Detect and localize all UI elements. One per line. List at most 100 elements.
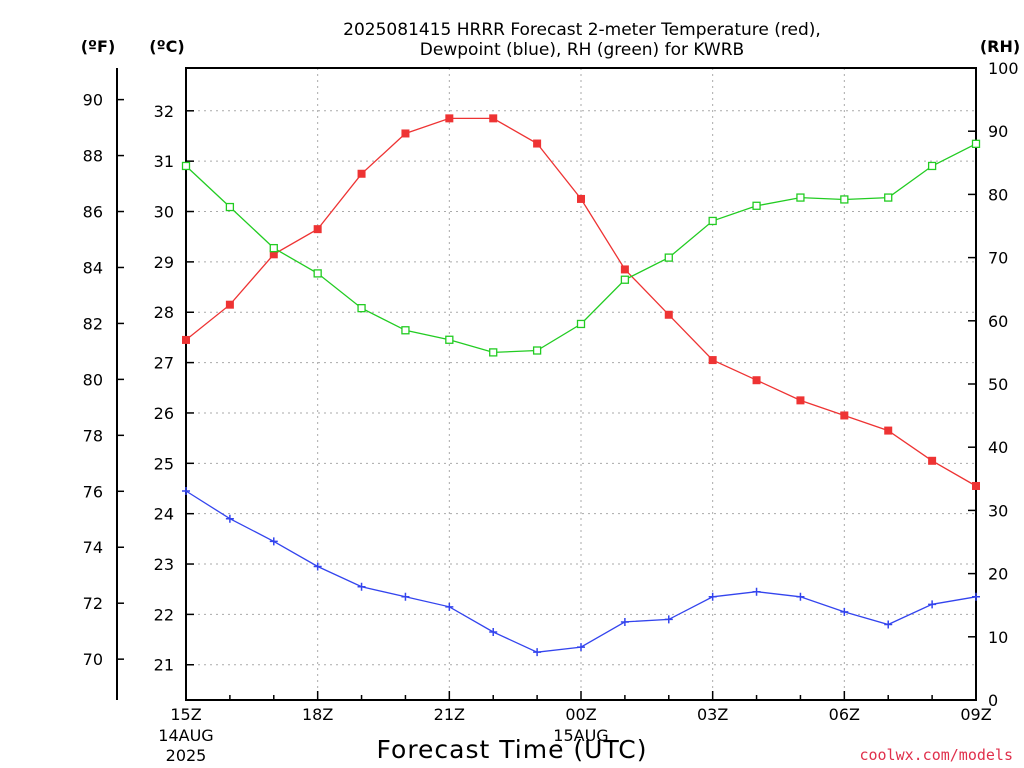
temperature-point xyxy=(664,310,673,319)
celsius-unit-label: (ºC) xyxy=(149,37,184,56)
temperature-point xyxy=(884,426,893,435)
rh-tick-label: 70 xyxy=(988,249,1008,268)
celsius-tick-label: 23 xyxy=(154,555,174,574)
rh-unit-label: (RH) xyxy=(980,37,1020,56)
x-tick-label: 06Z xyxy=(829,705,860,724)
fahrenheit-tick-label: 70 xyxy=(83,650,103,669)
temperature-point xyxy=(796,396,805,405)
dewpoint-point xyxy=(664,615,673,624)
rh-point xyxy=(664,253,673,262)
fahrenheit-tick-label: 88 xyxy=(83,147,103,166)
rh-point xyxy=(708,216,717,226)
temperature-point xyxy=(489,114,498,123)
dewpoint-point xyxy=(489,628,498,637)
chart-title: 2025081415 HRRR Forecast 2-meter Tempera… xyxy=(343,20,821,40)
rh-point xyxy=(796,193,805,202)
dewpoint-point xyxy=(972,592,980,601)
chart-subtitle: Dewpoint (blue), RH (green) for KWRB xyxy=(420,40,744,60)
celsius-tick-label: 21 xyxy=(154,656,174,675)
temperature-point xyxy=(445,114,454,123)
x-year-label: 2025 xyxy=(166,746,207,765)
x-tick-label: 03Z xyxy=(697,705,728,724)
temperature-point xyxy=(752,376,761,385)
x-date-label: 15AUG xyxy=(553,726,608,745)
dewpoint-point xyxy=(752,587,761,596)
rh-point xyxy=(840,195,849,204)
temperature-point xyxy=(313,225,322,234)
fahrenheit-unit-label: (ºF) xyxy=(81,37,116,56)
dewpoint-point xyxy=(620,617,629,626)
rh-tick-label: 90 xyxy=(988,122,1008,141)
fahrenheit-tick-label: 80 xyxy=(83,370,103,389)
temperature-point xyxy=(533,139,542,148)
rh-tick-label: 100 xyxy=(988,59,1019,78)
rh-point xyxy=(620,275,630,284)
rh-point xyxy=(532,346,542,355)
rh-tick-label: 20 xyxy=(988,565,1008,584)
rh-point xyxy=(357,304,366,313)
dewpoint-point xyxy=(357,582,366,591)
rh-tick-label: 60 xyxy=(988,312,1008,331)
temperature-point xyxy=(401,129,410,138)
fahrenheit-tick-label: 72 xyxy=(83,594,103,613)
dewpoint-point xyxy=(269,537,278,546)
rh-tick-label: 0 xyxy=(988,691,998,710)
celsius-tick-label: 26 xyxy=(154,404,174,423)
temperature-point xyxy=(225,300,234,309)
rh-tick-label: 10 xyxy=(988,628,1008,647)
dewpoint-point xyxy=(928,600,937,609)
dewpoint-point xyxy=(884,620,893,629)
temperature-point xyxy=(972,481,980,490)
axes: 21 22 23 24 25 26 27 28 29 30 31 32 70 72 74 76 78 80 82 84… xyxy=(83,59,1019,765)
temperature-point xyxy=(269,250,278,259)
rh-tick-label: 40 xyxy=(988,438,1008,457)
rh-point xyxy=(927,161,937,171)
x-tick-label: 09Z xyxy=(960,705,991,724)
fahrenheit-tick-label: 84 xyxy=(83,258,103,277)
celsius-tick-label: 30 xyxy=(154,203,174,222)
rh-point xyxy=(884,193,893,202)
dewpoint-point xyxy=(577,643,585,652)
fahrenheit-tick-label: 78 xyxy=(83,426,103,445)
temperature-point xyxy=(620,265,629,274)
rh-point xyxy=(401,326,410,335)
celsius-tick-label: 22 xyxy=(154,605,174,624)
dewpoint-point xyxy=(401,592,410,601)
celsius-tick-label: 31 xyxy=(154,152,174,171)
celsius-tick-label: 29 xyxy=(154,253,174,272)
celsius-tick-label: 32 xyxy=(154,102,174,121)
x-tick-label: 00Z xyxy=(565,705,596,724)
temperature-point xyxy=(182,335,190,344)
rh-tick-label: 80 xyxy=(988,185,1008,204)
dewpoint-point xyxy=(225,514,234,523)
temperature-point xyxy=(357,169,366,178)
dewpoint-point xyxy=(182,487,190,496)
temperature-point xyxy=(708,356,717,365)
rh-point xyxy=(445,335,454,344)
rh-point xyxy=(576,319,586,329)
fahrenheit-tick-label: 86 xyxy=(83,203,103,222)
fahrenheit-tick-label: 74 xyxy=(83,538,103,557)
fahrenheit-tick-label: 76 xyxy=(83,482,103,501)
rh-point xyxy=(181,161,191,171)
dewpoint-point xyxy=(313,562,322,571)
x-tick-label: 21Z xyxy=(434,705,465,724)
dewpoint-point xyxy=(533,648,542,657)
rh-point xyxy=(225,202,235,212)
celsius-tick-label: 27 xyxy=(154,354,174,373)
x-date-label: 14AUG xyxy=(158,726,213,745)
rh-point xyxy=(971,139,981,148)
dewpoint-point xyxy=(796,592,805,601)
dewpoint-point xyxy=(840,607,849,616)
celsius-tick-label: 24 xyxy=(154,505,174,524)
temperature-point xyxy=(840,411,849,420)
rh-tick-label: 30 xyxy=(988,501,1008,520)
rh-point xyxy=(752,201,761,210)
series-layer xyxy=(181,114,981,657)
dewpoint-point xyxy=(708,592,717,601)
temperature-point xyxy=(577,194,585,203)
rh-point xyxy=(269,243,278,253)
fahrenheit-tick-label: 82 xyxy=(83,314,103,333)
rh-point xyxy=(313,269,322,278)
credit-label: coolwx.com/models xyxy=(859,746,1013,764)
